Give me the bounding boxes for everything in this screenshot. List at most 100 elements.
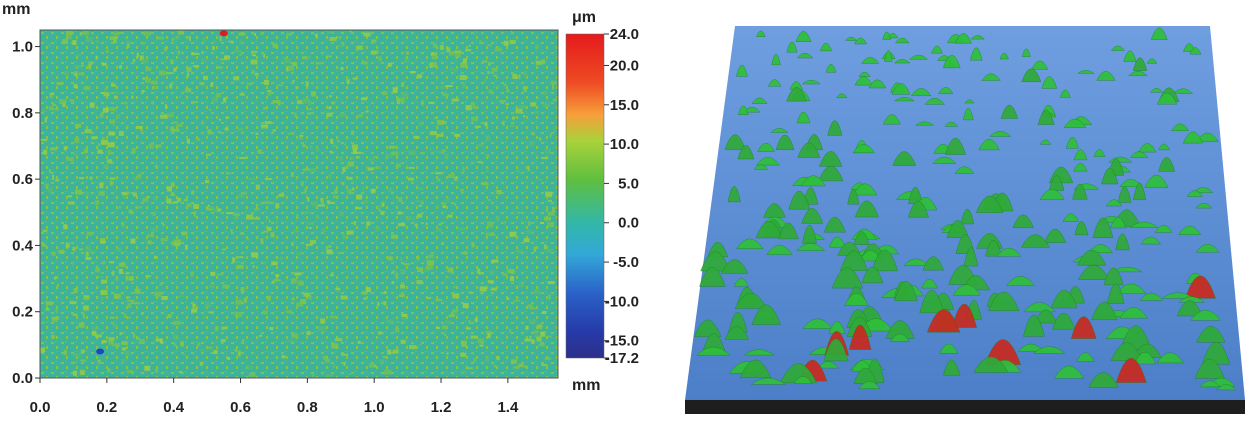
surface-speckle [536, 336, 542, 342]
x-tick-label: 0.2 [96, 399, 117, 416]
surface-speckle [137, 173, 142, 179]
colorbar-tick-label: 15.0 [610, 97, 639, 114]
surface-speckle [538, 343, 545, 347]
surface-speckle [254, 72, 259, 76]
surface-speckle [82, 305, 89, 311]
surface-speckle [44, 183, 49, 187]
surface-peak [1128, 70, 1148, 76]
surface-speckle [147, 240, 152, 245]
surface-speckle [173, 343, 177, 346]
surface-speckle [112, 123, 115, 127]
surface-speckle [368, 363, 374, 368]
surface-peak [823, 338, 849, 362]
surface-speckle [251, 252, 259, 258]
surface-speckle [334, 188, 338, 194]
surface-speckle [302, 97, 310, 103]
surface-speckle [547, 222, 555, 228]
surface-speckle [74, 137, 80, 143]
surface-speckle [191, 52, 195, 56]
surface-speckle [141, 312, 144, 315]
surface-speckle [142, 77, 146, 80]
surface-speckle [550, 80, 558, 85]
surface-peak [750, 377, 786, 385]
surface-speckle [398, 223, 406, 227]
surface-speckle [107, 368, 111, 373]
surface-speckle [435, 299, 442, 301]
surface-peak [849, 325, 872, 350]
surface-speckle [255, 184, 260, 190]
surface-peak [727, 186, 741, 203]
surface-speckle [299, 136, 303, 140]
surface-speckle [154, 291, 162, 297]
surface-speckle [435, 172, 442, 175]
surface-speckle [477, 161, 483, 164]
surface-speckle [388, 145, 396, 149]
surface-peak [738, 105, 749, 115]
surface-speckle [220, 338, 226, 342]
surface-speckle [461, 370, 466, 374]
surface-speckle [288, 65, 294, 71]
surface-speckle [42, 229, 48, 232]
surface-speckle [187, 72, 190, 77]
surface-speckle [311, 91, 316, 97]
surface-speckle [144, 365, 151, 371]
surface-speckle [490, 287, 497, 291]
surface-speckle [290, 172, 294, 177]
surface-peak [944, 121, 959, 127]
surface-speckle [312, 373, 315, 378]
surface-speckle [228, 40, 234, 43]
surface-speckle [111, 344, 119, 347]
surface-speckle [517, 211, 521, 214]
surface-speckle [487, 280, 494, 284]
surface-speckle [126, 125, 129, 128]
surface-speckle [174, 249, 178, 252]
surface-speckle [452, 293, 460, 299]
surface-speckle [110, 83, 116, 87]
surface-speckle [153, 196, 158, 200]
surface-speckle [252, 54, 257, 57]
surface-speckle [230, 229, 233, 232]
surface-speckle [128, 209, 133, 214]
surface-speckle [205, 302, 211, 308]
surface-speckle [97, 149, 103, 154]
surface-speckle [263, 53, 266, 58]
surface-speckle [503, 83, 507, 87]
surface-speckle [446, 47, 451, 53]
surface-speckle [257, 149, 262, 154]
surface-speckle [513, 366, 521, 369]
surface-speckle [316, 215, 320, 219]
surface-peak [1039, 189, 1065, 200]
surface-speckle [524, 338, 532, 342]
surface-speckle [136, 337, 140, 340]
surface-peak [943, 359, 961, 376]
surface-speckle [212, 46, 215, 51]
surface-speckle [277, 84, 283, 87]
surface-speckle [143, 31, 151, 36]
surface-peak [1093, 149, 1106, 157]
surface-speckle [496, 245, 499, 250]
surface-speckle [487, 44, 492, 47]
surface-speckle [63, 146, 67, 151]
colorbar-tick-label: 24.0 [610, 26, 639, 43]
surface-peak [1138, 143, 1157, 153]
surface-speckle [232, 212, 240, 216]
surface-speckle [409, 71, 416, 73]
surface-speckle [400, 339, 406, 344]
surface-speckle [89, 250, 96, 253]
surface-speckle [547, 199, 552, 202]
surface-speckle [227, 357, 231, 360]
surface-speckle [278, 193, 285, 197]
surface-peak [1065, 137, 1079, 149]
surface-speckle [80, 359, 86, 362]
x-tick-label: 1.4 [497, 399, 519, 416]
surface-speckle [272, 43, 278, 48]
surface-peak [844, 293, 869, 306]
surface-speckle [63, 224, 68, 230]
surface-speckle [308, 100, 312, 106]
surface-speckle [164, 46, 168, 51]
surface-speckle [300, 299, 307, 304]
surface-speckle [363, 297, 367, 300]
surface-speckle [292, 80, 295, 83]
surface-speckle [107, 142, 115, 148]
surface-peak [1072, 183, 1088, 200]
